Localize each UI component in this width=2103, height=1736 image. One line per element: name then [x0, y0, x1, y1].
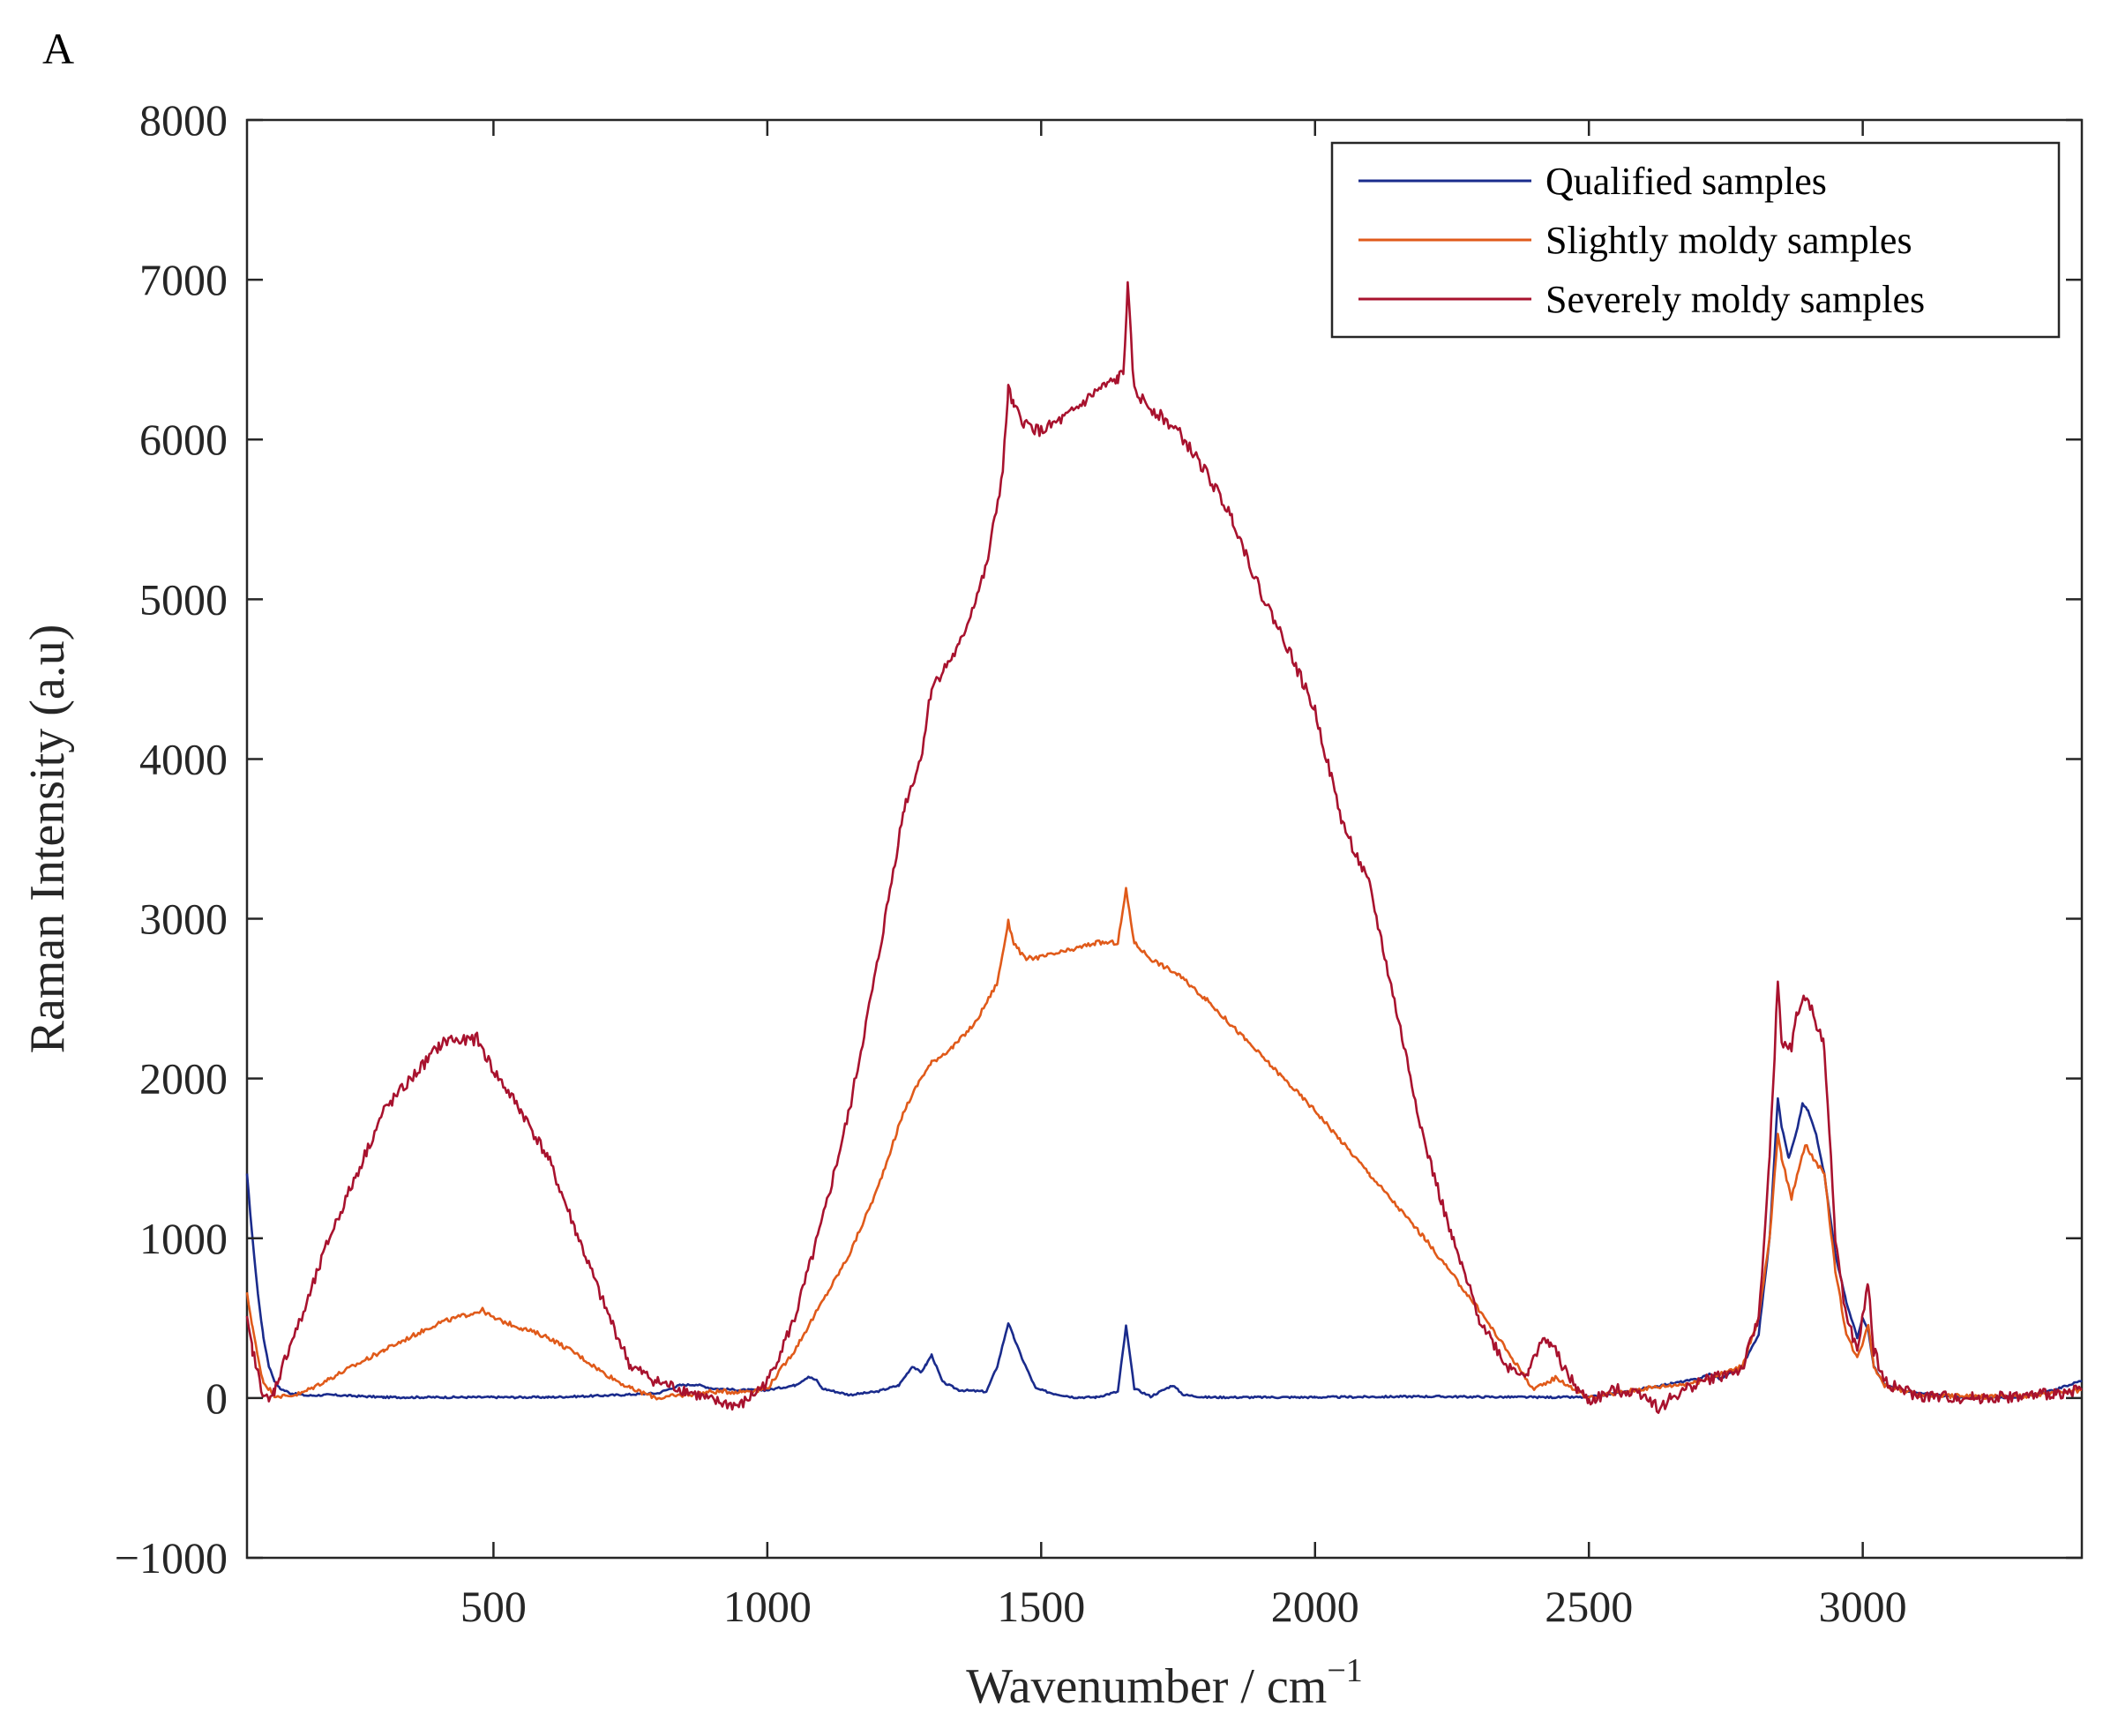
x-tick-label: 1500: [997, 1582, 1085, 1631]
x-tick-label: 2500: [1545, 1582, 1633, 1631]
legend: Qualified samples Slightly moldy samples…: [1330, 141, 2061, 339]
y-tick-label: 4000: [139, 734, 228, 783]
x-axis-label-text: Wavenumber / cm: [966, 1659, 1327, 1714]
legend-label-qualified: Qualified samples: [1545, 160, 1827, 203]
plot-area: [245, 118, 2084, 1560]
series-line-severely-moldy: [245, 281, 2083, 1414]
series-line-qualified: [245, 1096, 2083, 1400]
legend-label-slightly-moldy: Slightly moldy samples: [1545, 219, 1912, 262]
y-tick-label: 3000: [139, 894, 228, 944]
y-axis-label: Raman Intensity (a.u): [20, 625, 75, 1054]
series-line-slightly-moldy: [245, 887, 2083, 1401]
x-tick-label: 500: [460, 1582, 527, 1631]
y-tick-label: 6000: [139, 415, 228, 464]
x-axis-label: Wavenumber / cm−1: [966, 1652, 1363, 1714]
x-tick-label: 3000: [1819, 1582, 1907, 1631]
x-axis-label-superscript: −1: [1327, 1652, 1362, 1689]
y-tick-label: 7000: [139, 255, 228, 304]
x-tick-label: 2000: [1271, 1582, 1359, 1631]
y-tick-label: 5000: [139, 574, 228, 624]
x-tick-label: 1000: [723, 1582, 812, 1631]
y-tick-label: 1000: [139, 1214, 228, 1263]
y-tick-label: 0: [206, 1373, 228, 1423]
y-tick-label: 8000: [139, 95, 228, 145]
panel-label: A: [42, 24, 74, 73]
y-tick-label: 2000: [139, 1054, 228, 1104]
series-layer: [245, 281, 2083, 1414]
y-tick-label: −1000: [115, 1533, 228, 1583]
tick-layer: 500 1000 1500 2000 2500 3000 −1000 0 1000 2000 300…: [115, 95, 2082, 1631]
legend-label-severely-moldy: Severely moldy samples: [1545, 278, 1925, 321]
